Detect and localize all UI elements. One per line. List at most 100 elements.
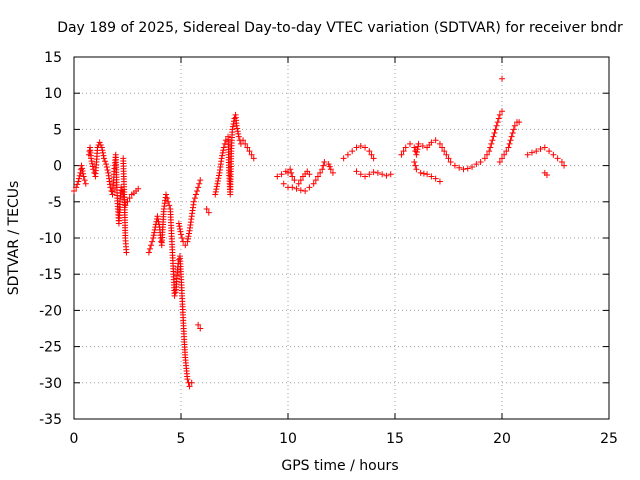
data-point — [215, 172, 222, 179]
data-point — [550, 151, 557, 158]
data-point — [306, 184, 313, 191]
data-point — [135, 185, 142, 192]
data-point — [192, 191, 199, 198]
y-tick-label: -25 — [39, 340, 62, 356]
data-point — [362, 173, 369, 180]
data-series — [71, 75, 568, 390]
data-point — [103, 161, 110, 168]
data-point — [215, 175, 222, 182]
data-point — [213, 183, 220, 190]
data-point — [218, 155, 225, 162]
data-point — [126, 195, 133, 202]
data-point — [164, 195, 171, 202]
data-point — [368, 151, 375, 158]
data-point — [436, 178, 443, 185]
y-tick-label: -20 — [39, 303, 62, 319]
data-point — [213, 186, 220, 193]
data-point — [78, 162, 85, 169]
data-point — [546, 148, 553, 155]
data-point — [89, 160, 96, 167]
data-point — [99, 149, 106, 156]
data-point — [561, 162, 568, 169]
data-point — [151, 229, 158, 236]
data-point — [325, 161, 332, 168]
data-point — [297, 177, 304, 184]
data-point — [413, 166, 420, 173]
series-seg17 — [496, 119, 523, 165]
data-point — [195, 184, 202, 191]
data-point — [220, 144, 227, 151]
series-seg5 — [175, 177, 204, 249]
data-point — [508, 133, 515, 140]
data-point — [443, 151, 450, 158]
y-tick-label: 15 — [44, 50, 62, 66]
data-point — [244, 144, 251, 151]
data-point — [148, 242, 155, 249]
data-point — [182, 242, 189, 249]
data-point — [297, 187, 304, 194]
series-seg10 — [280, 158, 336, 194]
data-point — [107, 184, 114, 191]
data-point — [235, 133, 242, 140]
data-point — [289, 173, 296, 180]
data-point — [235, 130, 242, 137]
y-tick-label: -35 — [39, 412, 62, 428]
data-point — [398, 151, 405, 158]
series-seg7 — [203, 206, 212, 216]
data-point — [185, 233, 192, 240]
data-point — [82, 180, 89, 187]
data-point — [493, 122, 500, 129]
data-point — [197, 325, 204, 332]
data-point — [402, 144, 409, 151]
data-point — [456, 164, 463, 171]
data-point — [558, 158, 565, 165]
data-point — [146, 245, 153, 252]
y-tick-label: -30 — [39, 376, 62, 392]
data-point — [317, 169, 324, 176]
data-point — [214, 177, 221, 184]
data-point — [340, 155, 347, 162]
data-point — [349, 148, 356, 155]
x-axis-label: GPS time / hours — [281, 458, 398, 474]
data-point — [501, 151, 508, 158]
data-point — [414, 146, 421, 153]
data-point — [150, 232, 157, 239]
data-point — [71, 187, 77, 194]
data-point — [499, 75, 505, 82]
y-tick-label: 0 — [53, 159, 62, 175]
chart-title: Day 189 of 2025, Sidereal Day-to-day VTE… — [57, 20, 623, 36]
series-seg18 — [499, 75, 505, 82]
data-point — [79, 165, 86, 172]
data-point — [291, 177, 298, 184]
y-axis-label: SDTVAR / TECUs — [6, 181, 22, 296]
x-tick-label: 25 — [600, 431, 618, 447]
data-point — [150, 235, 157, 241]
data-point — [494, 119, 501, 126]
series-seg20 — [541, 169, 550, 179]
data-point — [314, 173, 321, 180]
data-point — [220, 147, 227, 154]
series-seg2 — [85, 139, 142, 227]
data-point — [451, 162, 458, 169]
data-point — [123, 249, 130, 256]
data-point — [432, 175, 439, 182]
x-tick-label: 15 — [386, 431, 404, 447]
data-point — [242, 140, 249, 147]
data-point — [541, 144, 548, 151]
data-point — [229, 123, 236, 130]
data-point — [88, 158, 95, 165]
data-point — [75, 178, 82, 185]
series-seg3 — [120, 155, 130, 256]
data-point — [212, 188, 219, 195]
series-seg19 — [524, 144, 568, 169]
data-point — [90, 166, 97, 173]
data-point — [374, 169, 381, 176]
y-tick-label: -10 — [39, 231, 62, 247]
data-point — [499, 108, 505, 115]
data-point — [197, 177, 204, 184]
data-point — [413, 149, 420, 156]
data-point — [219, 152, 226, 159]
data-point — [289, 184, 296, 191]
series-seg6 — [195, 321, 204, 332]
data-point — [445, 155, 452, 162]
